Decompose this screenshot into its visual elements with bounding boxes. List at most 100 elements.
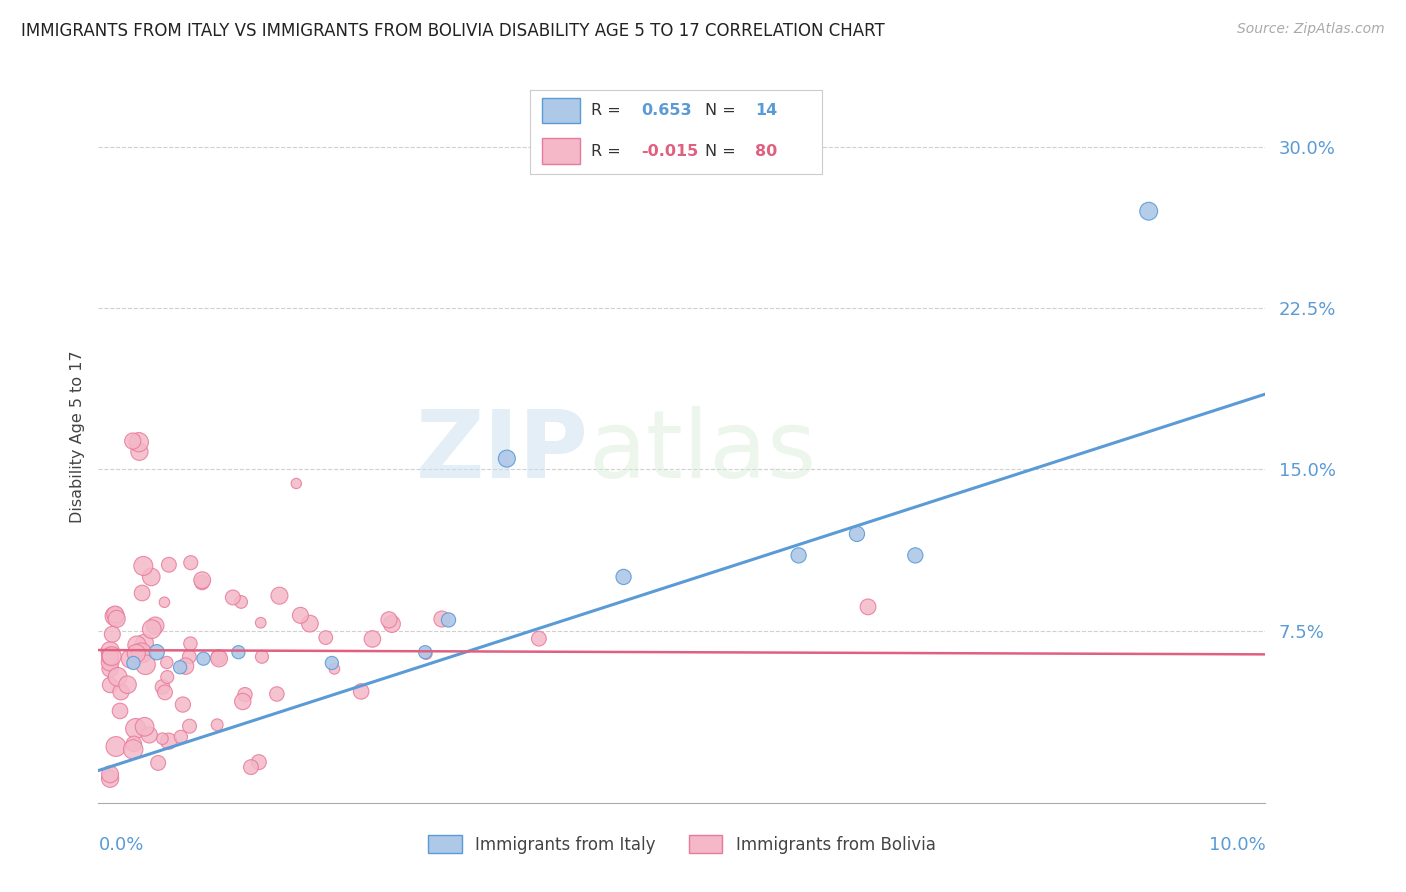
Point bbox=[98, 678, 121, 692]
Point bbox=[104, 739, 127, 754]
Point bbox=[146, 645, 169, 659]
Point bbox=[122, 737, 145, 751]
Point bbox=[222, 591, 245, 605]
Point bbox=[117, 678, 139, 692]
Point bbox=[120, 651, 142, 665]
Point bbox=[174, 659, 197, 673]
Text: 10.0%: 10.0% bbox=[1209, 836, 1265, 854]
Point bbox=[191, 573, 214, 587]
Point bbox=[787, 549, 810, 563]
Point bbox=[110, 685, 132, 699]
Point bbox=[361, 632, 384, 646]
Point bbox=[413, 645, 436, 659]
Point bbox=[612, 570, 634, 584]
Point bbox=[193, 651, 215, 665]
Point bbox=[152, 731, 174, 746]
Point bbox=[415, 647, 437, 661]
Point bbox=[229, 595, 252, 609]
Point bbox=[170, 730, 193, 744]
Point bbox=[100, 649, 122, 664]
Point bbox=[121, 434, 143, 448]
Point bbox=[104, 609, 127, 624]
Point bbox=[156, 670, 179, 684]
Point bbox=[98, 655, 121, 669]
Point bbox=[157, 734, 180, 748]
Point bbox=[180, 556, 202, 570]
Point bbox=[321, 656, 343, 670]
Point bbox=[122, 742, 145, 756]
Point bbox=[107, 670, 129, 684]
Point bbox=[105, 612, 128, 626]
Point bbox=[249, 615, 271, 630]
Point bbox=[904, 549, 927, 563]
Point bbox=[98, 767, 121, 781]
Point bbox=[101, 627, 124, 641]
Point bbox=[122, 656, 145, 670]
Text: IMMIGRANTS FROM ITALY VS IMMIGRANTS FROM BOLIVIA DISABILITY AGE 5 TO 17 CORRELAT: IMMIGRANTS FROM ITALY VS IMMIGRANTS FROM… bbox=[21, 22, 884, 40]
Point bbox=[285, 476, 308, 491]
Point bbox=[131, 586, 153, 600]
Point bbox=[846, 527, 869, 541]
Point bbox=[143, 618, 166, 632]
Point bbox=[169, 660, 191, 674]
Point bbox=[298, 616, 321, 631]
Point bbox=[208, 651, 231, 665]
Point bbox=[98, 644, 121, 658]
Point bbox=[104, 607, 127, 622]
Point bbox=[108, 704, 131, 718]
Point bbox=[98, 772, 121, 786]
Point bbox=[134, 720, 156, 734]
Point bbox=[179, 719, 201, 733]
Point bbox=[315, 631, 337, 645]
Point bbox=[233, 688, 256, 702]
Y-axis label: Disability Age 5 to 17: Disability Age 5 to 17 bbox=[69, 351, 84, 524]
Point bbox=[172, 698, 194, 712]
Point bbox=[124, 722, 146, 736]
Point bbox=[250, 649, 273, 664]
Point bbox=[134, 636, 156, 650]
Text: 0.0%: 0.0% bbox=[98, 836, 143, 854]
Point bbox=[437, 613, 460, 627]
Point bbox=[146, 756, 169, 770]
Point bbox=[125, 638, 148, 652]
Point bbox=[128, 444, 150, 458]
Point bbox=[430, 612, 453, 626]
Point bbox=[141, 622, 163, 636]
Point bbox=[239, 760, 262, 774]
Point bbox=[232, 694, 254, 708]
Text: Source: ZipAtlas.com: Source: ZipAtlas.com bbox=[1237, 22, 1385, 37]
Point bbox=[157, 558, 180, 572]
Point bbox=[141, 570, 163, 584]
Point bbox=[131, 646, 153, 660]
Point bbox=[179, 637, 201, 651]
Point bbox=[153, 595, 176, 609]
Point bbox=[156, 656, 179, 670]
Point bbox=[247, 755, 270, 769]
Point bbox=[228, 645, 250, 659]
Text: ZIP: ZIP bbox=[416, 406, 589, 498]
Point bbox=[527, 632, 550, 646]
Legend: Immigrants from Italy, Immigrants from Bolivia: Immigrants from Italy, Immigrants from B… bbox=[422, 829, 942, 860]
Point bbox=[191, 575, 214, 590]
Point bbox=[378, 613, 401, 627]
Point bbox=[205, 718, 228, 732]
Point bbox=[290, 608, 312, 623]
Point bbox=[856, 599, 879, 614]
Point bbox=[323, 662, 346, 676]
Point bbox=[152, 680, 174, 694]
Point bbox=[381, 616, 404, 631]
Point bbox=[1137, 204, 1160, 219]
Point bbox=[98, 662, 121, 676]
Point bbox=[269, 589, 291, 603]
Point bbox=[134, 657, 156, 672]
Point bbox=[98, 649, 121, 664]
Point bbox=[125, 647, 148, 661]
Point bbox=[153, 685, 176, 699]
Point bbox=[179, 649, 201, 664]
Point bbox=[138, 728, 160, 742]
Point bbox=[207, 650, 229, 665]
Point bbox=[496, 451, 519, 466]
Point bbox=[350, 684, 373, 698]
Text: atlas: atlas bbox=[589, 406, 817, 498]
Point bbox=[266, 687, 288, 701]
